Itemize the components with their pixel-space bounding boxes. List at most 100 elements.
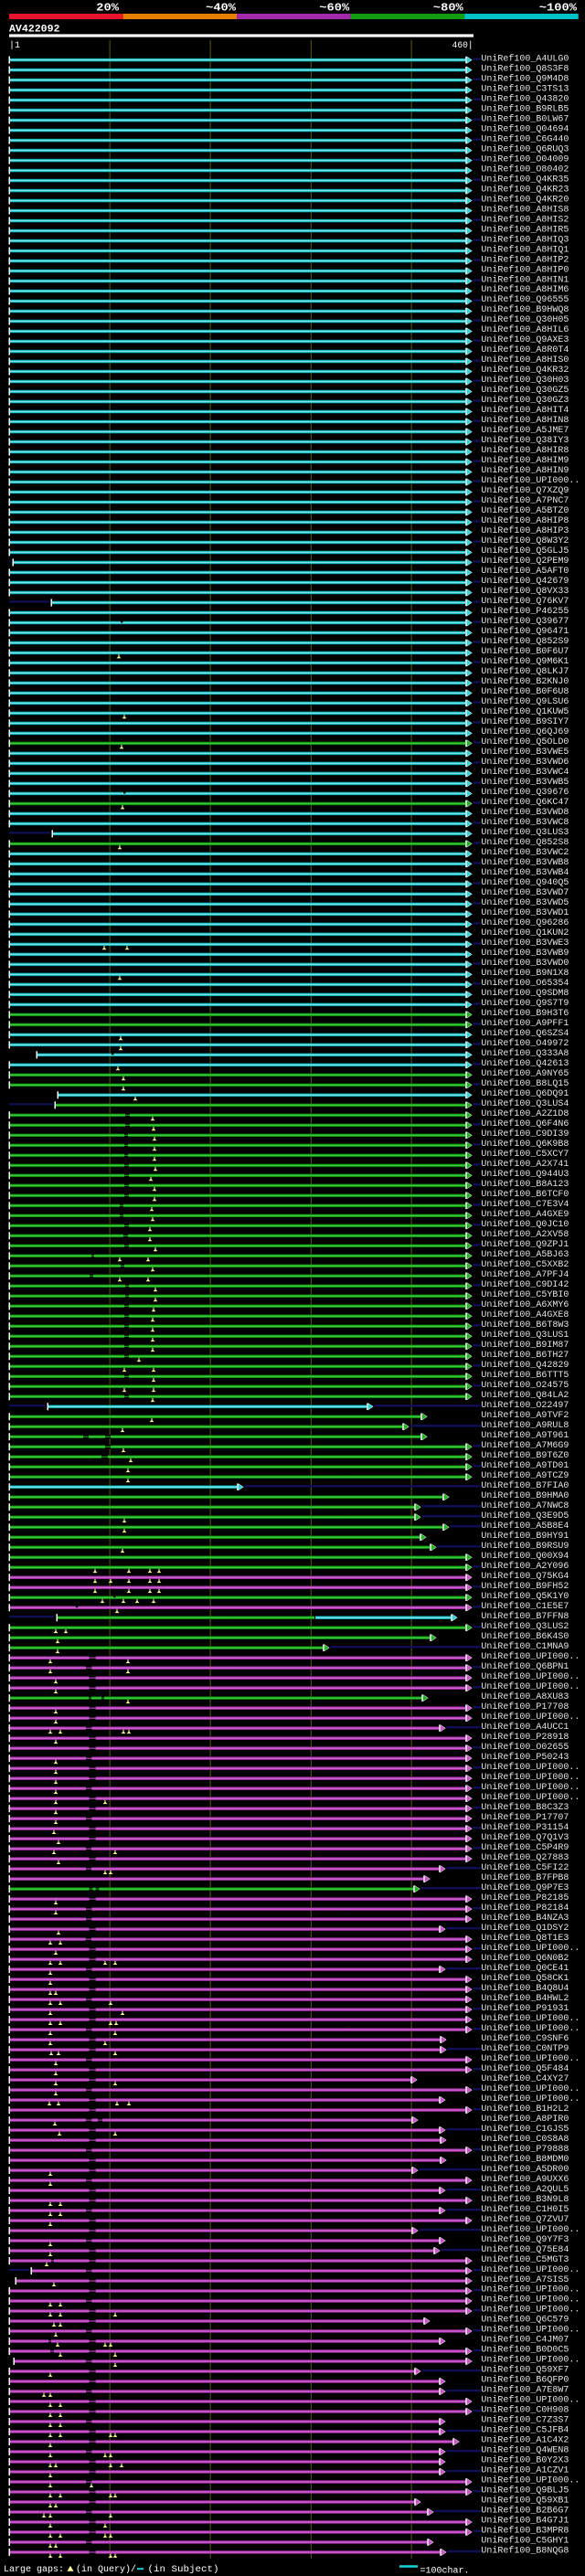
svg-text:UniRef100_C1H0I5: UniRef100_C1H0I5 [481, 2204, 569, 2215]
svg-text:UniRef100_UPI000..: UniRef100_UPI000.. [481, 2284, 580, 2295]
svg-text:UniRef100_C5XCY7: UniRef100_C5XCY7 [481, 1149, 569, 1160]
svg-text:UniRef100_P82185: UniRef100_P82185 [481, 1892, 569, 1903]
svg-text:UniRef100_B0F6U8: UniRef100_B0F6U8 [481, 686, 569, 697]
svg-text:UniRef100_A7PNC7: UniRef100_A7PNC7 [481, 495, 569, 506]
svg-text:UniRef100_B3VWE3: UniRef100_B3VWE3 [481, 938, 569, 949]
svg-text:UniRef100_A7PFJ4: UniRef100_A7PFJ4 [481, 1269, 569, 1280]
svg-text:UniRef100_B3VWD0: UniRef100_B3VWD0 [481, 958, 569, 969]
svg-text:UniRef100_Q9S7T9: UniRef100_Q9S7T9 [481, 998, 569, 1009]
svg-text:460|: 460| [452, 40, 473, 51]
svg-text:UniRef100_Q3LUS2: UniRef100_Q3LUS2 [481, 1621, 569, 1632]
svg-text:UniRef100_B3VWB8: UniRef100_B3VWB8 [481, 857, 569, 868]
svg-text:UniRef100_B3VWC2: UniRef100_B3VWC2 [481, 847, 569, 858]
svg-text:UniRef100_Q8VX33: UniRef100_Q8VX33 [481, 586, 569, 597]
svg-text:UniRef100_B4NZA3: UniRef100_B4NZA3 [481, 1913, 569, 1924]
svg-text:UniRef100_C6G440: UniRef100_C6G440 [481, 133, 569, 144]
svg-text:UniRef100_A7M6G9: UniRef100_A7M6G9 [481, 1440, 569, 1451]
svg-text:UniRef100_Q9BLJ5: UniRef100_Q9BLJ5 [481, 2486, 569, 2496]
svg-text:UniRef100_B9SIY7: UniRef100_B9SIY7 [481, 716, 569, 727]
svg-text:UniRef100_B2B6G7: UniRef100_B2B6G7 [481, 2506, 569, 2517]
svg-text:UniRef100_UPI000..: UniRef100_UPI000.. [481, 1712, 580, 1723]
svg-text:UniRef100_A4GXE9: UniRef100_A4GXE9 [481, 1209, 569, 1220]
svg-text:UniRef100_Q04694: UniRef100_Q04694 [481, 123, 569, 134]
svg-text:UniRef100_C7Z3S7: UniRef100_C7Z3S7 [481, 2415, 569, 2426]
svg-text:UniRef100_A8HIP2: UniRef100_A8HIP2 [481, 254, 569, 265]
svg-text:UniRef100_Q6SZS4: UniRef100_Q6SZS4 [481, 1028, 569, 1039]
svg-text:UniRef100_Q43820: UniRef100_Q43820 [481, 93, 569, 104]
svg-text:UniRef100_C5GHY1: UniRef100_C5GHY1 [481, 2536, 569, 2547]
svg-text:UniRef100_B1H2L2: UniRef100_B1H2L2 [481, 2104, 569, 2115]
svg-text:UniRef100_A9TVF2: UniRef100_A9TVF2 [481, 1410, 569, 1421]
svg-text:UniRef100_B9HMA0: UniRef100_B9HMA0 [481, 1490, 569, 1501]
svg-text:UniRef100_A1C4X2: UniRef100_A1C4X2 [481, 2435, 569, 2446]
svg-text:UniRef100_B6T8W3: UniRef100_B6T8W3 [481, 1320, 569, 1330]
svg-text:UniRef100_UPI000..: UniRef100_UPI000.. [481, 2295, 580, 2306]
svg-text:~80%: ~80% [433, 2, 463, 14]
svg-text:UniRef100_UPI000..: UniRef100_UPI000.. [481, 1782, 580, 1793]
svg-text:UniRef100_UPI000..: UniRef100_UPI000.. [481, 2355, 580, 2366]
svg-text:UniRef100_Q3LUS3: UniRef100_Q3LUS3 [481, 827, 569, 838]
svg-text:UniRef100_A4ULG0: UniRef100_A4ULG0 [481, 53, 569, 64]
svg-text:UniRef100_A9TCZ9: UniRef100_A9TCZ9 [481, 1470, 569, 1481]
svg-text:UniRef100_A8HIN9: UniRef100_A8HIN9 [481, 465, 569, 476]
svg-text:UniRef100_Q852S8: UniRef100_Q852S8 [481, 837, 569, 848]
svg-text:UniRef100_A8HIR5: UniRef100_A8HIR5 [481, 224, 569, 235]
svg-text:UniRef100_UPI000..: UniRef100_UPI000.. [481, 2475, 580, 2486]
svg-text:UniRef100_Q7XZQ9: UniRef100_Q7XZQ9 [481, 485, 569, 496]
svg-text:UniRef100_Q9LSU6: UniRef100_Q9LSU6 [481, 696, 569, 707]
svg-text:UniRef100_A8HIQ1: UniRef100_A8HIQ1 [481, 244, 569, 255]
svg-text:20%: 20% [96, 2, 119, 14]
svg-text:UniRef100_A7SIS5: UniRef100_A7SIS5 [481, 2274, 569, 2285]
svg-text:UniRef100_Q75E84: UniRef100_Q75E84 [481, 2244, 569, 2255]
svg-text:UniRef100_UPI000..: UniRef100_UPI000.. [481, 2083, 580, 2094]
svg-text:UniRef100_Q27883: UniRef100_Q27883 [481, 1852, 569, 1863]
svg-text:UniRef100_A5AFT0: UniRef100_A5AFT0 [481, 566, 569, 577]
svg-text:UniRef100_UPI000..: UniRef100_UPI000.. [481, 1772, 580, 1783]
svg-text:UniRef100_Q76KV7: UniRef100_Q76KV7 [481, 596, 569, 607]
svg-text:UniRef100_Q333A8: UniRef100_Q333A8 [481, 1048, 569, 1059]
svg-text:UniRef100_A4UCC1: UniRef100_A4UCC1 [481, 1722, 569, 1733]
svg-text:UniRef100_C5XXB2: UniRef100_C5XXB2 [481, 1259, 569, 1270]
svg-text:UniRef100_UPI000..: UniRef100_UPI000.. [481, 1671, 580, 1682]
svg-text:UniRef100_B3VWC4: UniRef100_B3VWC4 [481, 767, 569, 778]
svg-text:UniRef100_UPI000..: UniRef100_UPI000.. [481, 2395, 580, 2406]
svg-text:UniRef100_A8HIS0: UniRef100_A8HIS0 [481, 355, 569, 366]
svg-text:UniRef100_Q9ZPJ1: UniRef100_Q9ZPJ1 [481, 1239, 569, 1250]
svg-text:UniRef100_B9RSU9: UniRef100_B9RSU9 [481, 1541, 569, 1552]
svg-text:UniRef100_A9UXX6: UniRef100_A9UXX6 [481, 2174, 569, 2185]
svg-text:UniRef100_Q96471: UniRef100_Q96471 [481, 626, 569, 637]
svg-text:Large gaps:: Large gaps: [4, 2565, 64, 2575]
svg-text:UniRef100_B3VWB5: UniRef100_B3VWB5 [481, 777, 569, 788]
svg-text:UniRef100_B3VWE5: UniRef100_B3VWE5 [481, 747, 569, 758]
svg-text:UniRef100_UPI000..: UniRef100_UPI000.. [481, 2224, 580, 2235]
svg-text:UniRef100_Q4KR35: UniRef100_Q4KR35 [481, 174, 569, 185]
svg-text:UniRef100_Q30H05: UniRef100_Q30H05 [481, 314, 569, 325]
svg-text:UniRef100_B8NQG8: UniRef100_B8NQG8 [481, 2546, 569, 2557]
svg-text:UniRef100_C7E3V4: UniRef100_C7E3V4 [481, 1199, 569, 1210]
svg-text:UniRef100_UPI000..: UniRef100_UPI000.. [481, 475, 580, 486]
svg-text:UniRef100_P28918: UniRef100_P28918 [481, 1732, 569, 1743]
svg-text:UniRef100_A5DR00: UniRef100_A5DR00 [481, 2164, 569, 2175]
svg-text:UniRef100_B3VWD8: UniRef100_B3VWD8 [481, 807, 569, 818]
svg-text:UniRef100_A7E8W7: UniRef100_A7E8W7 [481, 2385, 569, 2396]
svg-text:UniRef100_Q6N0B2: UniRef100_Q6N0B2 [481, 1953, 569, 1964]
svg-text:UniRef100_Q8S3F8: UniRef100_Q8S3F8 [481, 63, 569, 74]
svg-text:=100char.: =100char. [420, 2565, 470, 2576]
svg-text:UniRef100_B6QFP0: UniRef100_B6QFP0 [481, 2375, 569, 2386]
svg-text:UniRef100_B2KNJ0: UniRef100_B2KNJ0 [481, 676, 569, 687]
svg-text:UniRef100_Q30H03: UniRef100_Q30H03 [481, 375, 569, 386]
svg-text:UniRef100_B3VWD7: UniRef100_B3VWD7 [481, 887, 569, 898]
svg-text:(in Query)/: (in Query)/ [76, 2564, 136, 2575]
svg-text:UniRef100_A5JME7: UniRef100_A5JME7 [481, 425, 569, 436]
svg-text:UniRef100_P50243: UniRef100_P50243 [481, 1752, 569, 1763]
svg-text:UniRef100_Q9Y7F3: UniRef100_Q9Y7F3 [481, 2234, 569, 2245]
svg-text:UniRef100_Q8T1E3: UniRef100_Q8T1E3 [481, 1933, 569, 1944]
svg-text:UniRef100_A8HIL6: UniRef100_A8HIL6 [481, 324, 569, 335]
svg-text:UniRef100_B7FFN8: UniRef100_B7FFN8 [481, 1611, 569, 1622]
svg-text:UniRef100_A8HIR8: UniRef100_A8HIR8 [481, 445, 569, 456]
svg-text:UniRef100_Q1DSY2: UniRef100_Q1DSY2 [481, 1923, 569, 1934]
svg-text:UniRef100_B0F6U7: UniRef100_B0F6U7 [481, 646, 569, 657]
svg-text:UniRef100_B3VWB9: UniRef100_B3VWB9 [481, 948, 569, 959]
svg-text:UniRef100_Q9SDM8: UniRef100_Q9SDM8 [481, 988, 569, 999]
svg-text:UniRef100_Q4WEN8: UniRef100_Q4WEN8 [481, 2445, 569, 2456]
